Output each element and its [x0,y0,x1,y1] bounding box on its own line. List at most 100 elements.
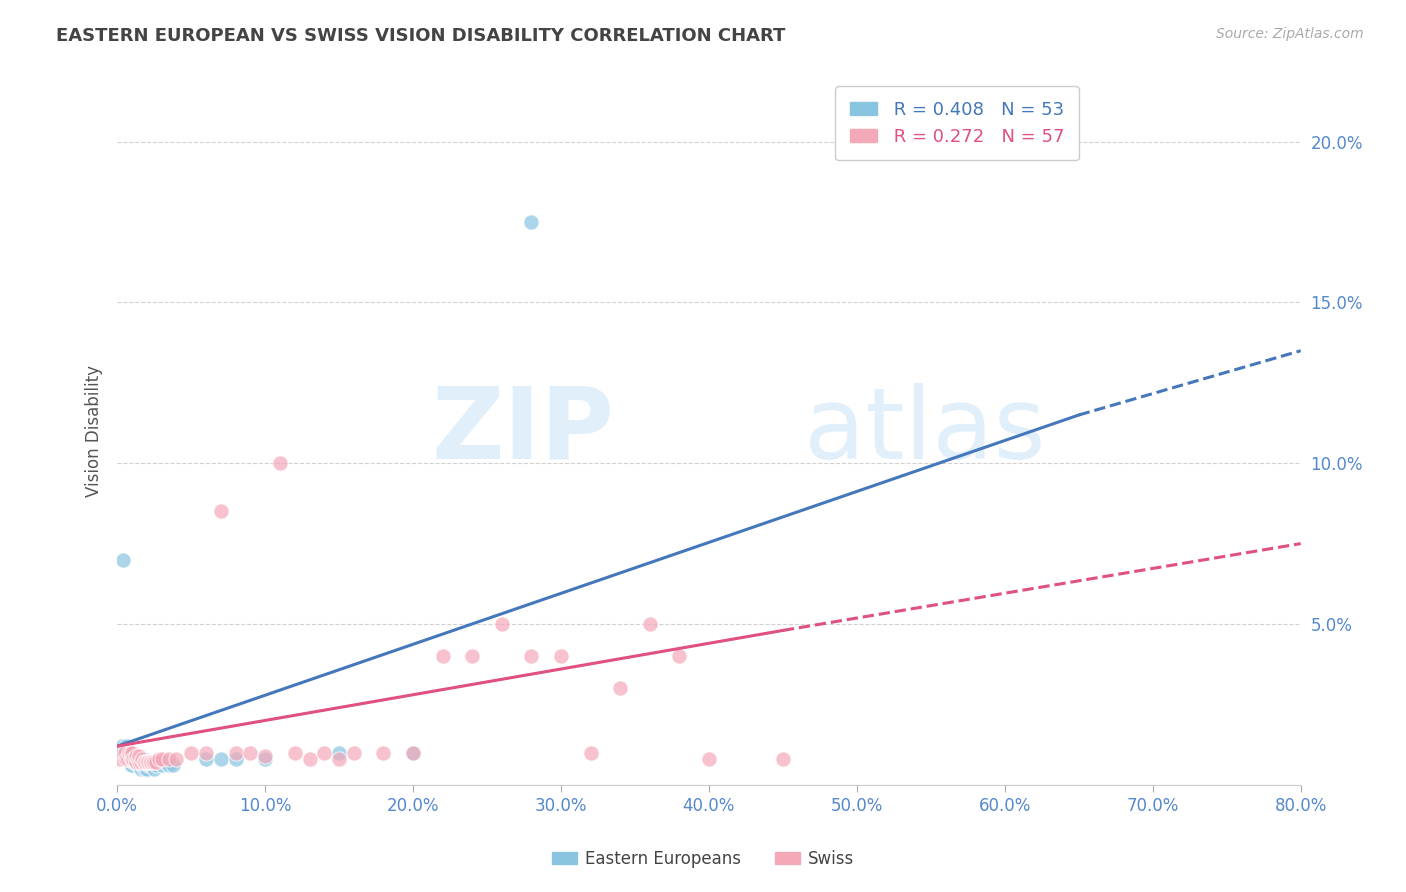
Point [432,649,454,664]
Point [111,739,134,754]
Point [141,758,163,772]
Point [120,746,142,760]
Point [134,762,156,776]
Point [239,746,262,760]
Point [114,746,136,760]
Point [142,758,165,772]
Point [121,752,143,766]
Point [118,746,141,760]
Point [127,752,149,766]
Point [128,748,150,763]
Point [373,746,395,760]
Point [112,746,135,760]
Point [115,746,138,760]
Point [328,746,350,760]
Point [138,758,160,772]
Point [136,758,159,772]
Point [157,752,180,766]
Point [550,649,572,664]
Point [108,746,131,760]
Point [284,746,307,760]
Point [124,752,146,766]
Point [131,756,153,770]
Point [117,746,139,760]
Point [127,758,149,772]
Point [772,752,794,766]
Point [122,752,145,766]
Point [153,756,176,770]
Point [461,649,484,664]
Point [125,748,148,763]
Point [125,756,148,770]
Point [269,456,291,470]
Point [520,215,543,229]
Point [254,752,277,766]
Point [134,756,156,770]
Point [194,746,217,760]
Point [135,756,157,770]
Point [638,617,661,632]
Point [121,746,143,760]
Point [209,752,232,766]
Point [129,756,152,770]
Point [135,756,157,770]
Point [150,752,173,766]
Point [402,746,425,760]
Point [150,758,173,772]
Point [131,752,153,766]
Point [157,758,180,772]
Point [118,746,141,760]
Point [125,748,148,763]
Point [145,758,167,772]
Point [121,758,143,772]
Point [143,756,166,770]
Point [122,756,145,770]
Point [121,752,143,766]
Point [165,752,187,766]
Point [180,746,202,760]
Point [115,739,138,754]
Point [225,752,247,766]
Point [520,649,543,664]
Point [128,756,150,770]
Point [114,752,136,766]
Point [491,617,513,632]
Point [148,752,170,766]
Point [135,762,157,776]
Point [145,756,167,770]
Point [120,758,142,772]
Point [328,752,350,766]
Point [314,746,336,760]
Point [128,758,150,772]
Point [124,756,146,770]
Point [148,756,170,770]
Legend:  R = 0.408   N = 53,  R = 0.272   N = 57: R = 0.408 N = 53, R = 0.272 N = 57 [835,87,1078,161]
Point [118,752,141,766]
Point [138,756,160,770]
Point [141,756,163,770]
Point [122,748,145,763]
Point [402,746,425,760]
Text: ZIP: ZIP [432,383,614,480]
Point [129,756,152,770]
Point [343,746,366,760]
Point [209,504,232,518]
Point [697,752,720,766]
Point [129,762,152,776]
Point [117,752,139,766]
Point [579,746,602,760]
Point [132,756,155,770]
Y-axis label: Vision Disability: Vision Disability [86,365,103,497]
Point [108,752,131,766]
Point [134,756,156,770]
Point [194,752,217,766]
Point [117,752,139,766]
Point [143,762,166,776]
Point [225,746,247,760]
Point [254,748,277,763]
Point [120,752,142,766]
Point [112,552,135,566]
Point [136,756,159,770]
Point [124,752,146,766]
Legend: Eastern Europeans, Swiss: Eastern Europeans, Swiss [546,844,860,875]
